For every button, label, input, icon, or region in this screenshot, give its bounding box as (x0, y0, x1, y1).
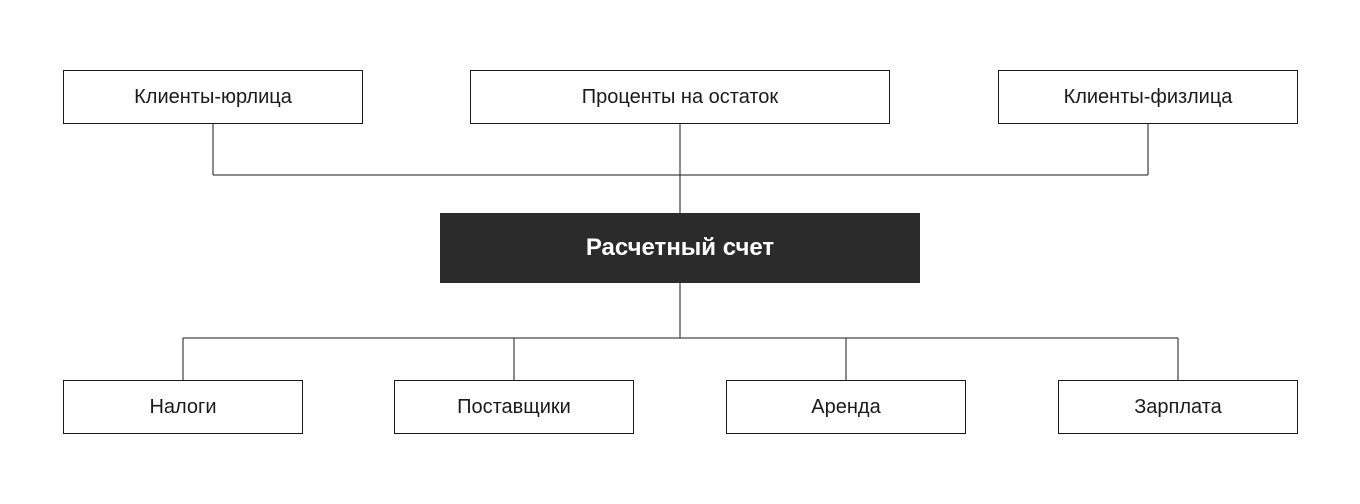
node-label: Клиенты-юрлица (134, 86, 292, 109)
diagram-stage: Клиенты-юрлица Проценты на остаток Клиенты… (0, 0, 1360, 504)
node-top_mid: Проценты на остаток (470, 70, 890, 124)
node-label: Проценты на остаток (582, 86, 778, 109)
node-top_right: Клиенты-физлица (998, 70, 1298, 124)
node-label: Аренда (811, 396, 880, 419)
node-label: Расчетный счет (586, 234, 774, 262)
node-top_left: Клиенты-юрлица (63, 70, 363, 124)
node-center: Расчетный счет (440, 213, 920, 283)
node-bot_2: Поставщики (394, 380, 634, 434)
node-bot_1: Налоги (63, 380, 303, 434)
node-label: Поставщики (457, 396, 571, 419)
node-bot_4: Зарплата (1058, 380, 1298, 434)
node-label: Налоги (149, 396, 216, 419)
node-label: Клиенты-физлица (1064, 86, 1233, 109)
node-label: Зарплата (1134, 396, 1222, 419)
node-bot_3: Аренда (726, 380, 966, 434)
